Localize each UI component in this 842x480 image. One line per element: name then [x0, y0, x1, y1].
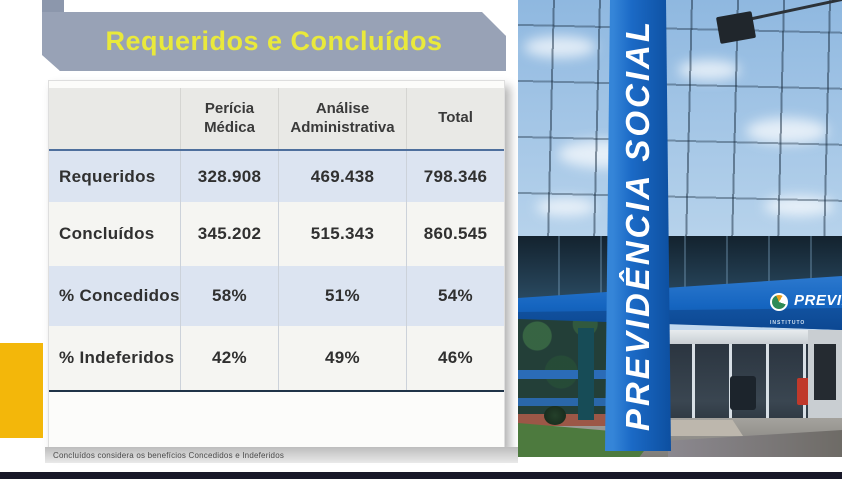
right-window	[814, 344, 836, 400]
glass-facade-grid	[518, 0, 842, 257]
previdencia-social-logo-icon	[770, 293, 788, 311]
value-analise: 49%	[279, 326, 407, 390]
table-row-concluidos: Concluídos 345.202 515.343 860.545	[49, 202, 504, 266]
value-analise: 51%	[279, 266, 407, 326]
table-row-indeferidos: % Indeferidos 42% 49% 46%	[49, 326, 504, 392]
banner-fold	[42, 0, 64, 15]
teal-column	[578, 328, 594, 420]
header-pericia-medica: Perícia Médica	[181, 88, 279, 149]
value-pericia: 58%	[181, 266, 279, 326]
value-analise: 515.343	[279, 202, 407, 266]
dark-chair	[730, 376, 756, 410]
value-total: 860.545	[423, 224, 488, 243]
header-analise-administrativa: Análise Administrativa	[279, 88, 407, 149]
row-label: Concluídos	[49, 202, 181, 266]
row-label: % Indeferidos	[49, 326, 181, 390]
table-row-concedidos: % Concedidos 58% 51% 54%	[49, 266, 504, 326]
table-card: Perícia Médica Análise Administrativa To…	[48, 80, 505, 448]
slide-title: Requeridos e Concluídos	[105, 26, 443, 56]
pillar-text: PREVIDÊNCIA SOCIAL	[619, 19, 656, 432]
header-total: Total	[438, 109, 473, 127]
value-pericia: 42%	[181, 326, 279, 390]
title-banner: Requeridos e Concluídos	[42, 12, 506, 71]
blue-railing-lower	[518, 398, 606, 406]
value-total: 46%	[438, 348, 473, 367]
value-total: 798.346	[423, 166, 488, 186]
bottom-navy-bar	[0, 472, 842, 479]
building-photo: PREVIDÊNCIA INSTITUTO PREVIDÊNCIA SOCIAL	[518, 0, 842, 457]
value-pericia: 345.202	[181, 202, 279, 266]
table-row-requeridos: Requeridos 328.908 469.438 798.346	[49, 151, 504, 202]
value-total: 54%	[438, 286, 473, 305]
blue-railing-upper	[518, 370, 613, 379]
red-chair	[797, 378, 811, 405]
table-header-row: Perícia Médica Análise Administrativa To…	[49, 88, 504, 151]
row-label: Requeridos	[49, 151, 181, 202]
canopy-label: PREVIDÊNCIA	[794, 292, 842, 309]
previdencia-pillar-sign: PREVIDÊNCIA SOCIAL	[605, 0, 671, 451]
footnote-bar: Concluídos considera os benefícios Conce…	[45, 447, 518, 463]
results-table: Perícia Médica Análise Administrativa To…	[49, 88, 504, 392]
canopy-soffit	[613, 330, 842, 345]
header-empty-cell	[49, 88, 181, 149]
canopy-sublabel: INSTITUTO	[770, 320, 806, 326]
gold-accent-block	[0, 343, 43, 438]
footnote-text: Concluídos considera os benefícios Conce…	[53, 450, 285, 460]
value-pericia: 328.908	[181, 151, 279, 202]
bush	[544, 406, 566, 425]
row-label: % Concedidos	[49, 266, 181, 326]
value-analise: 469.438	[279, 151, 407, 202]
